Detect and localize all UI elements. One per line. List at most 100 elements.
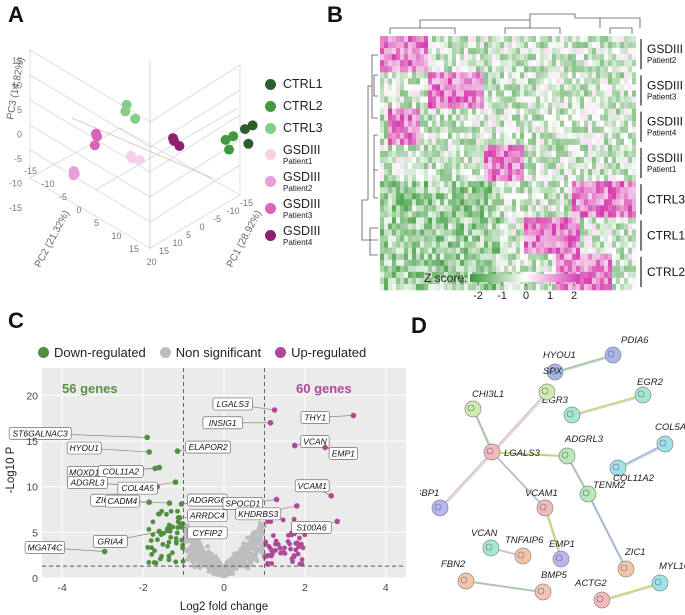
heatmap-cell (552, 253, 556, 261)
heatmap-cell (572, 187, 576, 194)
heatmap-cell (620, 271, 624, 279)
heatmap-cell (520, 199, 524, 206)
heatmap-cell (552, 66, 556, 73)
heatmap-cell (488, 283, 492, 291)
heatmap-cell (448, 265, 452, 273)
heatmap-cell (548, 114, 552, 121)
heatmap-cell (432, 108, 436, 115)
heatmap-cell (468, 223, 472, 230)
heatmap-cell (456, 277, 460, 285)
heatmap-cell (392, 114, 396, 121)
heatmap-cell (532, 114, 536, 121)
volcano-y-label: -Log10 P (5, 446, 17, 493)
heatmap-cell (384, 217, 388, 224)
heatmap-cell (556, 108, 560, 115)
heatmap-cell (456, 253, 460, 261)
heatmap-cell (544, 193, 548, 200)
heatmap-cell (572, 102, 576, 109)
heatmap-cell (572, 96, 576, 103)
heatmap-cell (580, 66, 584, 73)
heatmap-cell (560, 54, 564, 61)
heatmap-cell (532, 199, 536, 206)
heatmap-cell (556, 181, 560, 188)
heatmap-cell (436, 66, 440, 73)
pca-point-1-0 (228, 131, 239, 142)
heatmap-cell (436, 181, 440, 188)
heatmap-cell (500, 126, 504, 134)
heatmap-cell (404, 271, 408, 279)
row-label: GSDIII (647, 115, 683, 129)
heatmap-cell (468, 54, 472, 61)
heatmap-cell (560, 199, 564, 206)
heatmap-cell (424, 84, 428, 91)
heatmap-cell (456, 265, 460, 273)
heatmap-cell (584, 175, 588, 182)
heatmap-cell (408, 277, 412, 285)
heatmap-cell (612, 277, 616, 285)
heatmap-cell (444, 126, 448, 134)
heatmap-cell (496, 247, 500, 255)
volcano-point-ns (193, 549, 199, 555)
volcano-point-ns (195, 553, 201, 559)
heatmap-cell (604, 265, 608, 273)
heatmap-cell (624, 108, 628, 115)
heatmap-cell (420, 187, 424, 194)
heatmap-cell (412, 54, 416, 61)
heatmap-cell (456, 36, 460, 43)
heatmap-cell (556, 150, 560, 158)
heatmap-cell (484, 229, 488, 236)
heatmap-cell (524, 217, 528, 224)
heatmap-cell (508, 54, 512, 61)
heatmap-cell (508, 150, 512, 158)
heatmap-cell (488, 126, 492, 134)
heatmap-cell (452, 138, 456, 146)
heatmap-cell (536, 78, 540, 85)
heatmap-cell (408, 36, 412, 43)
heatmap-cell (404, 36, 408, 43)
heatmap-cell (396, 132, 400, 140)
heatmap-cell (560, 150, 564, 158)
heatmap-cell (448, 144, 452, 152)
network-node-label: GBP1 (420, 488, 439, 499)
heatmap-cell (456, 235, 460, 242)
panel-label-b: B (327, 2, 343, 27)
legend-swatch (265, 78, 276, 90)
heatmap-cell (484, 96, 488, 103)
heatmap-cell (488, 199, 492, 206)
heatmap-cell (588, 187, 592, 194)
heatmap-cell (540, 229, 544, 236)
heatmap-cell (408, 229, 412, 236)
heatmap-cell (620, 120, 624, 128)
heatmap-cell (452, 120, 456, 128)
heatmap-cell (500, 60, 504, 67)
heatmap-cell (428, 114, 432, 121)
heatmap-cell (528, 90, 532, 97)
heatmap-cell (576, 42, 580, 49)
heatmap-cell (588, 36, 592, 43)
heatmap-cell (380, 66, 384, 73)
heatmap-cell (588, 205, 592, 212)
row-label: GSDIII (647, 78, 683, 92)
panel-label-a: A (8, 2, 24, 27)
heatmap-cell (460, 42, 464, 49)
heatmap-cell (600, 277, 604, 285)
heatmap-cell (444, 48, 448, 55)
pc1-axis-label: PC1 (28.92%) (225, 209, 264, 270)
heatmap-cell (428, 235, 432, 242)
heatmap-cell (588, 229, 592, 236)
heatmap-cell (536, 253, 540, 261)
heatmap-cell (452, 150, 456, 158)
heatmap-cell (540, 175, 544, 182)
volcano-point-ns (251, 543, 256, 548)
heatmap-cell (548, 259, 552, 267)
heatmap-cell (484, 36, 488, 43)
heatmap-cell (540, 66, 544, 73)
heatmap-cell (560, 42, 564, 49)
heatmap-cell (492, 48, 496, 55)
network-node-label: TENM2 (593, 480, 626, 491)
heatmap-cell (488, 144, 492, 152)
heatmap-cell (632, 84, 636, 91)
heatmap-cell (420, 96, 424, 103)
protein-structure-icon (607, 350, 615, 358)
heatmap-cell (416, 72, 420, 79)
